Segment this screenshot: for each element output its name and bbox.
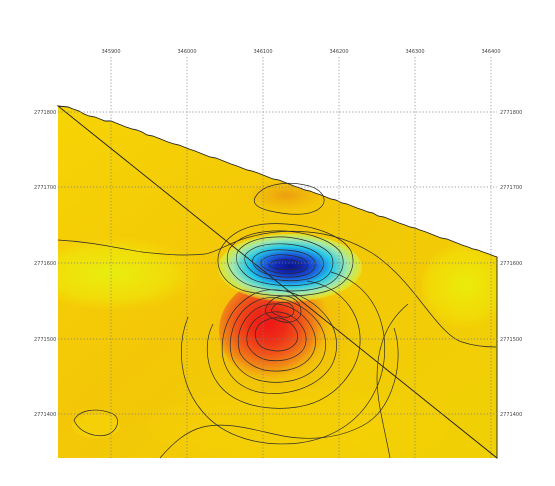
x-tick-label: 346100 [253,49,272,55]
y-tick-label-left: 2771700 [34,185,56,191]
y-tick-label-left: 2771800 [34,110,56,116]
contour-line [181,271,386,445]
grid [58,57,497,458]
contour-line [73,409,118,437]
y-tick-label-left: 2771600 [34,261,56,267]
contour-line [252,249,316,278]
west-yellow-zone [58,238,205,310]
contour-line [236,236,334,287]
y-tick-label-left: 2771500 [34,337,56,343]
y-axis-left-labels: 2771800 2771700 2771600 2771500 2771400 [34,110,56,418]
x-tick-label: 346300 [405,49,424,55]
contour-line [57,230,497,348]
contour-line [244,243,324,281]
contour-line [254,317,299,352]
contour-line [159,327,399,459]
y-tick-label-right: 2771400 [500,412,522,418]
y-tick-label-right: 2771700 [500,185,522,191]
negative-anomaly [218,234,362,302]
x-tick-label: 345900 [101,49,120,55]
contour-line [264,295,302,323]
contour-line [237,303,316,372]
contour-line [246,311,307,362]
southwest-closure-fill [72,414,120,438]
x-tick-label: 346400 [481,49,500,55]
contour-line [217,223,354,297]
y-tick-label-right: 2771800 [500,110,522,116]
contour-line [376,303,409,459]
contour-line [229,297,326,383]
south-field-zone [148,389,448,458]
y-tick-label-right: 2771600 [500,261,522,267]
contour-line [268,259,302,271]
contour-line [206,280,361,409]
contour-line [221,289,337,394]
x-tick-label: 346200 [329,49,348,55]
contour-line [271,301,295,318]
x-tick-label: 346000 [177,49,196,55]
positive-anomaly [219,279,333,383]
y-tick-label-left: 2771400 [34,412,56,418]
y-tick-label-right: 2771500 [500,337,522,343]
contour-line [253,182,325,215]
contour-lines [57,182,497,459]
x-axis-labels: 345900 346000 346100 346200 346300 34640… [101,49,500,55]
contour-line [260,254,309,274]
y-axis-right-labels: 2771800 2771700 2771600 2771500 2771400 [500,110,522,418]
